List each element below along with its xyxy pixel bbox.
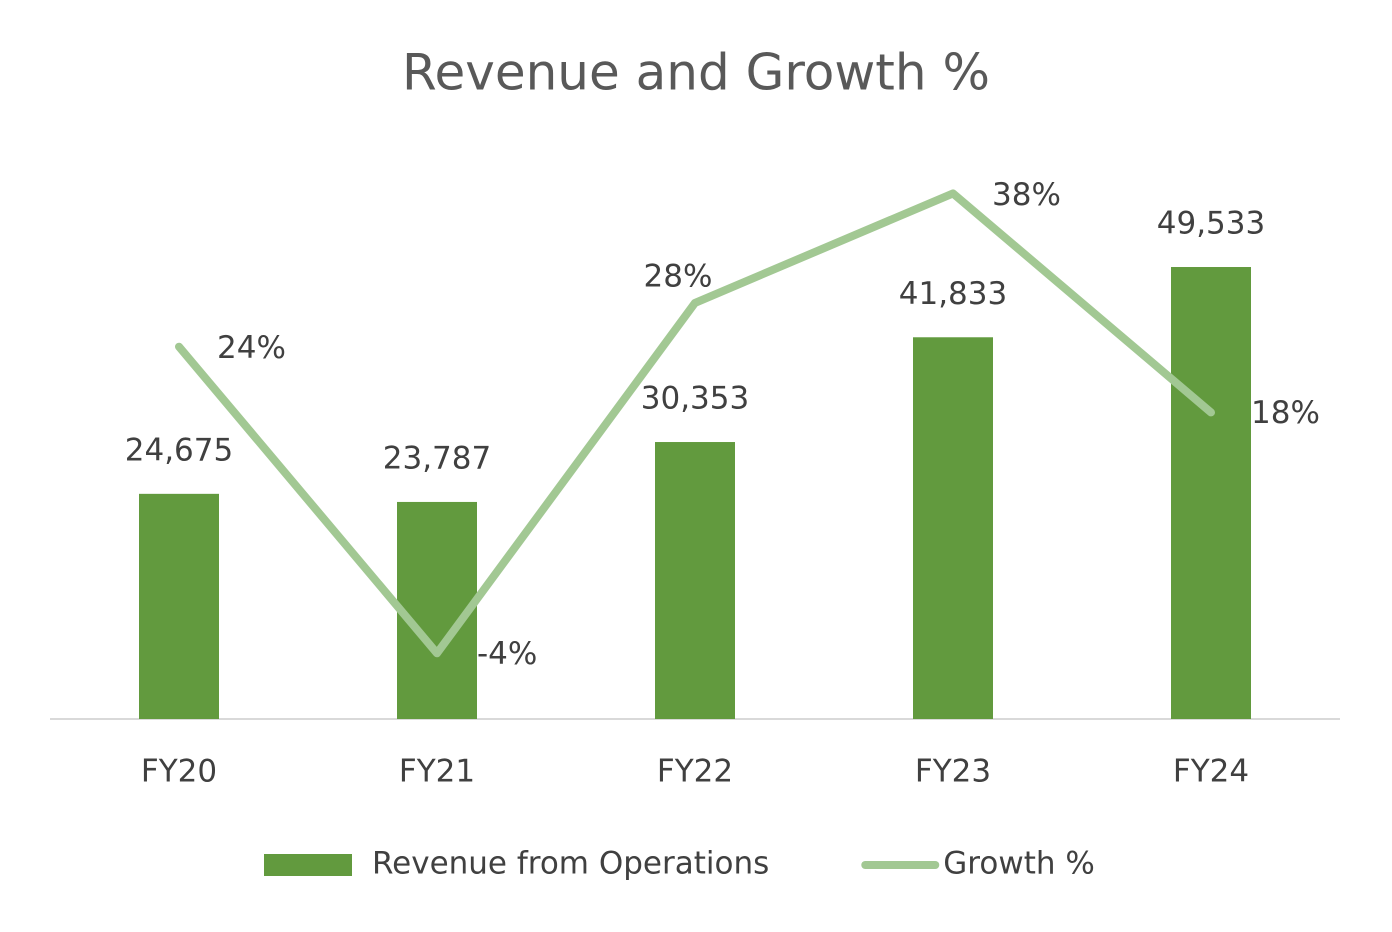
data-label: 49,533	[1157, 206, 1265, 242]
bar	[655, 442, 735, 719]
line	[175, 189, 1215, 658]
data-label: 38%	[992, 177, 1061, 213]
x-tick-label: FY20	[141, 754, 217, 790]
legend-label: Growth %	[943, 846, 1095, 882]
data-label: 18%	[1251, 395, 1320, 431]
legend-swatch	[264, 854, 352, 876]
data-label: -4%	[477, 636, 537, 672]
data-label: 28%	[644, 258, 713, 294]
chart-title: Revenue and Growth %	[402, 44, 990, 102]
legend-label: Revenue from Operations	[372, 846, 769, 882]
x-tick-label: FY23	[915, 754, 991, 790]
data-label: 30,353	[641, 381, 749, 417]
x-tick-label: FY21	[399, 754, 475, 790]
x-tick-label: FY22	[657, 754, 733, 790]
data-label: 24%	[217, 330, 286, 366]
data-label: 24,675	[125, 432, 233, 468]
data-label: 41,833	[899, 276, 1007, 312]
bar	[1171, 267, 1251, 719]
data-label: 23,787	[383, 440, 491, 476]
bar	[139, 493, 219, 719]
bar	[913, 337, 993, 719]
x-tick-label: FY24	[1173, 754, 1249, 790]
